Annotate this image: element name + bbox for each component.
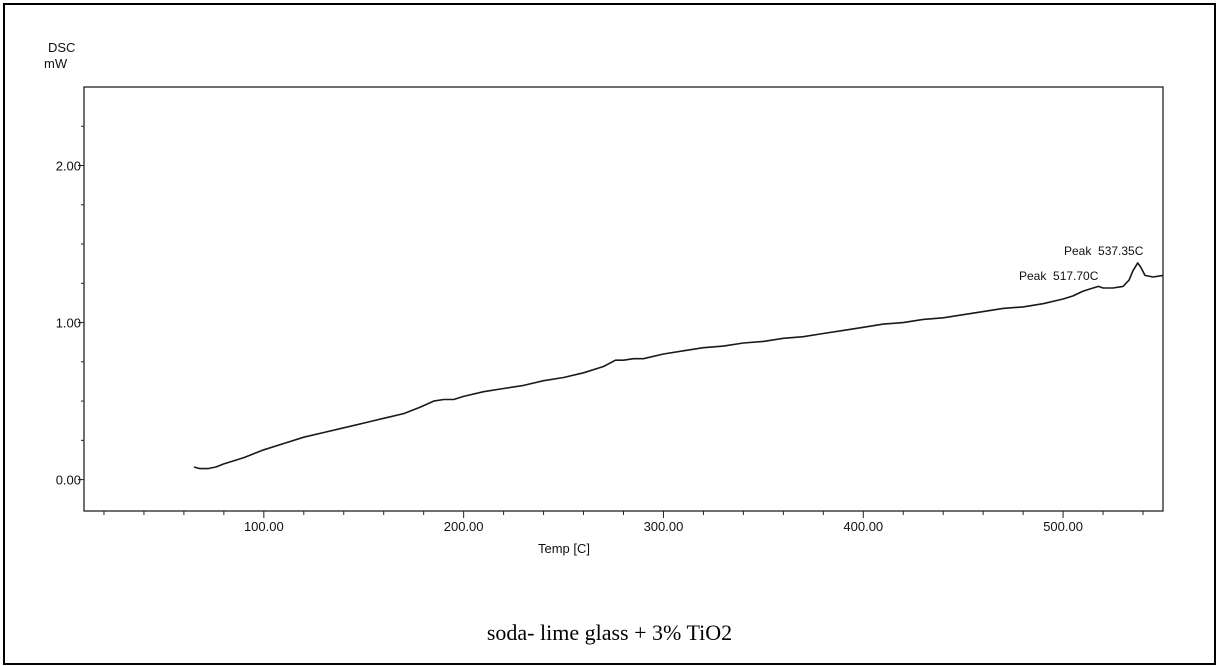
x-tick-label: 200.00 [444,519,484,534]
x-tick-label: 100.00 [244,519,284,534]
x-tick-label: 300.00 [644,519,684,534]
y-tick-labels: 0.00 1.00 2.00 [56,159,81,488]
dsc-curve [193,262,1164,470]
y-axis-ticks [78,125,84,481]
plot-border [83,86,1164,512]
x-tick-label: 400.00 [843,519,883,534]
peak-annotation-517: Peak 517.70C [1019,269,1099,283]
figure-frame [3,3,1216,665]
y-axis-unit: mW [44,56,68,71]
y-axis-label: DSC [48,40,76,55]
data-series [193,262,1164,470]
x-axis-ticks [103,511,1144,518]
x-tick-labels: 100.00 200.00 300.00 400.00 500.00 [244,519,1083,534]
x-axis-label: Temp [C] [538,541,591,556]
figure-caption: soda- lime glass + 3% TiO2 [486,620,733,645]
x-tick-label: 500.00 [1043,519,1083,534]
y-tick-label: 1.00 [56,316,81,331]
peak-annotation-537: Peak 537.35C [1064,244,1144,258]
y-tick-label: 2.00 [56,159,81,174]
plot-area [83,86,1164,512]
y-tick-label: 0.00 [56,473,81,488]
